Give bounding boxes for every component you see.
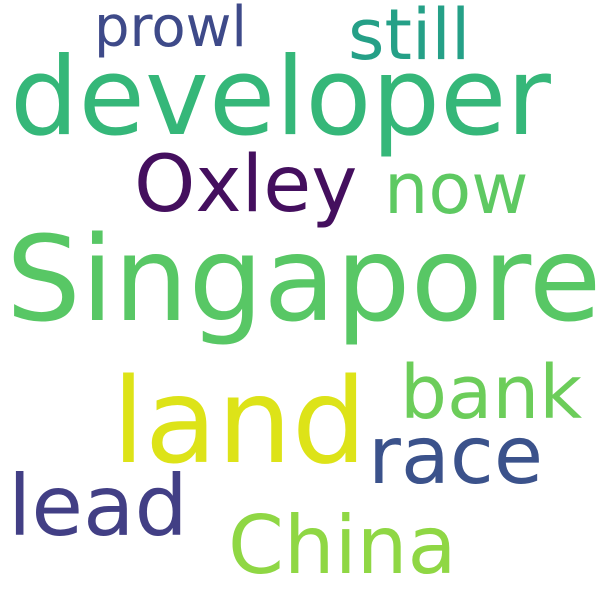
word-singapore: Singapore [6, 210, 600, 348]
word-land: land [112, 352, 367, 490]
word-developer: developer [10, 35, 551, 160]
word-race: race [368, 409, 544, 502]
word-now: now [384, 148, 529, 230]
word-still: still [348, 0, 471, 76]
word-oxley: Oxley [134, 140, 358, 230]
word-lead: lead [8, 457, 188, 555]
word-china: China [228, 499, 457, 592]
word-bank: bank [400, 350, 583, 436]
word-prowl: prowl [94, 0, 247, 60]
